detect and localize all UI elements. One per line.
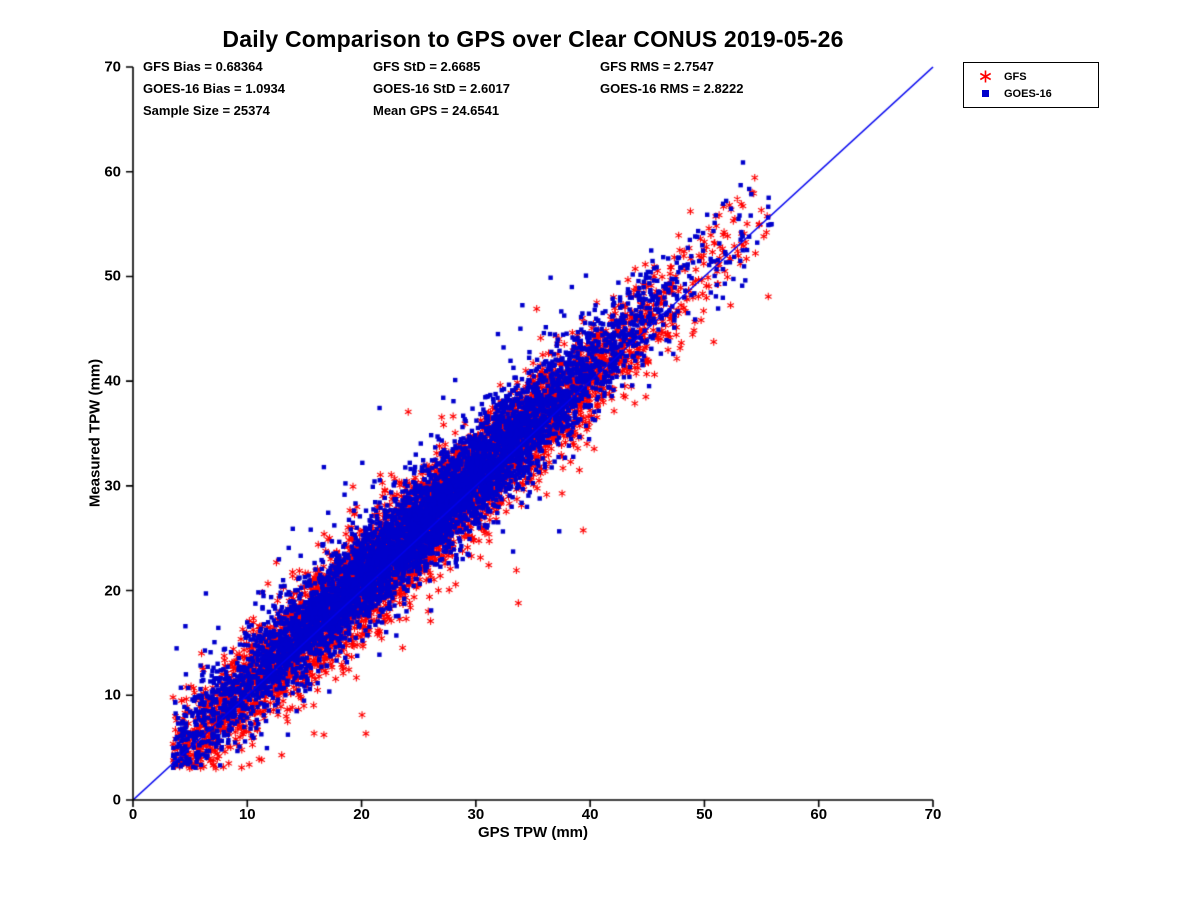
stat-goes16-bias: GOES-16 Bias = 1.0934 xyxy=(143,81,286,96)
goes16-square-icon xyxy=(972,87,998,100)
stat-goes16-rms: GOES-16 RMS = 2.8222 xyxy=(600,81,744,96)
y-tick-label: 10 xyxy=(104,686,121,704)
y-tick-label: 40 xyxy=(104,372,121,390)
legend-item-goes16: GOES-16 xyxy=(972,85,1090,102)
y-tick-label: 0 xyxy=(112,791,121,809)
y-tick-label: 70 xyxy=(104,58,121,76)
legend: GFS GOES-16 xyxy=(963,62,1099,108)
gfs-asterisk-icon xyxy=(972,70,998,83)
x-tick-label: 10 xyxy=(238,806,256,823)
y-tick-label: 50 xyxy=(104,267,121,285)
stat-gfs-bias: GFS Bias = 0.68364 xyxy=(143,59,263,74)
x-tick-label: 0 xyxy=(128,806,138,823)
legend-label-gfs: GFS xyxy=(1004,70,1027,83)
x-axis-label: GPS TPW (mm) xyxy=(477,824,588,841)
y-tick-label: 30 xyxy=(104,477,121,495)
chart-title: Daily Comparison to GPS over Clear CONUS… xyxy=(222,26,844,52)
x-tick-label: 30 xyxy=(467,806,485,823)
x-tick-label: 60 xyxy=(810,806,828,823)
x-tick-label: 40 xyxy=(581,806,599,823)
legend-item-gfs: GFS xyxy=(972,68,1090,85)
stat-gfs-rms: GFS RMS = 2.7547 xyxy=(600,59,714,74)
x-tick-label: 50 xyxy=(696,806,713,823)
stat-goes16-std: GOES-16 StD = 2.6017 xyxy=(373,81,510,96)
x-tick-label: 20 xyxy=(353,806,370,823)
stat-gfs-std: GFS StD = 2.6685 xyxy=(373,59,481,74)
x-tick-label: 70 xyxy=(924,806,942,823)
legend-label-goes16: GOES-16 xyxy=(1004,87,1052,100)
y-tick-label: 60 xyxy=(104,163,121,181)
stat-mean-gps: Mean GPS = 24.6541 xyxy=(373,103,500,118)
stat-sample-size: Sample Size = 25374 xyxy=(143,103,270,118)
y-tick-label: 20 xyxy=(104,582,121,600)
